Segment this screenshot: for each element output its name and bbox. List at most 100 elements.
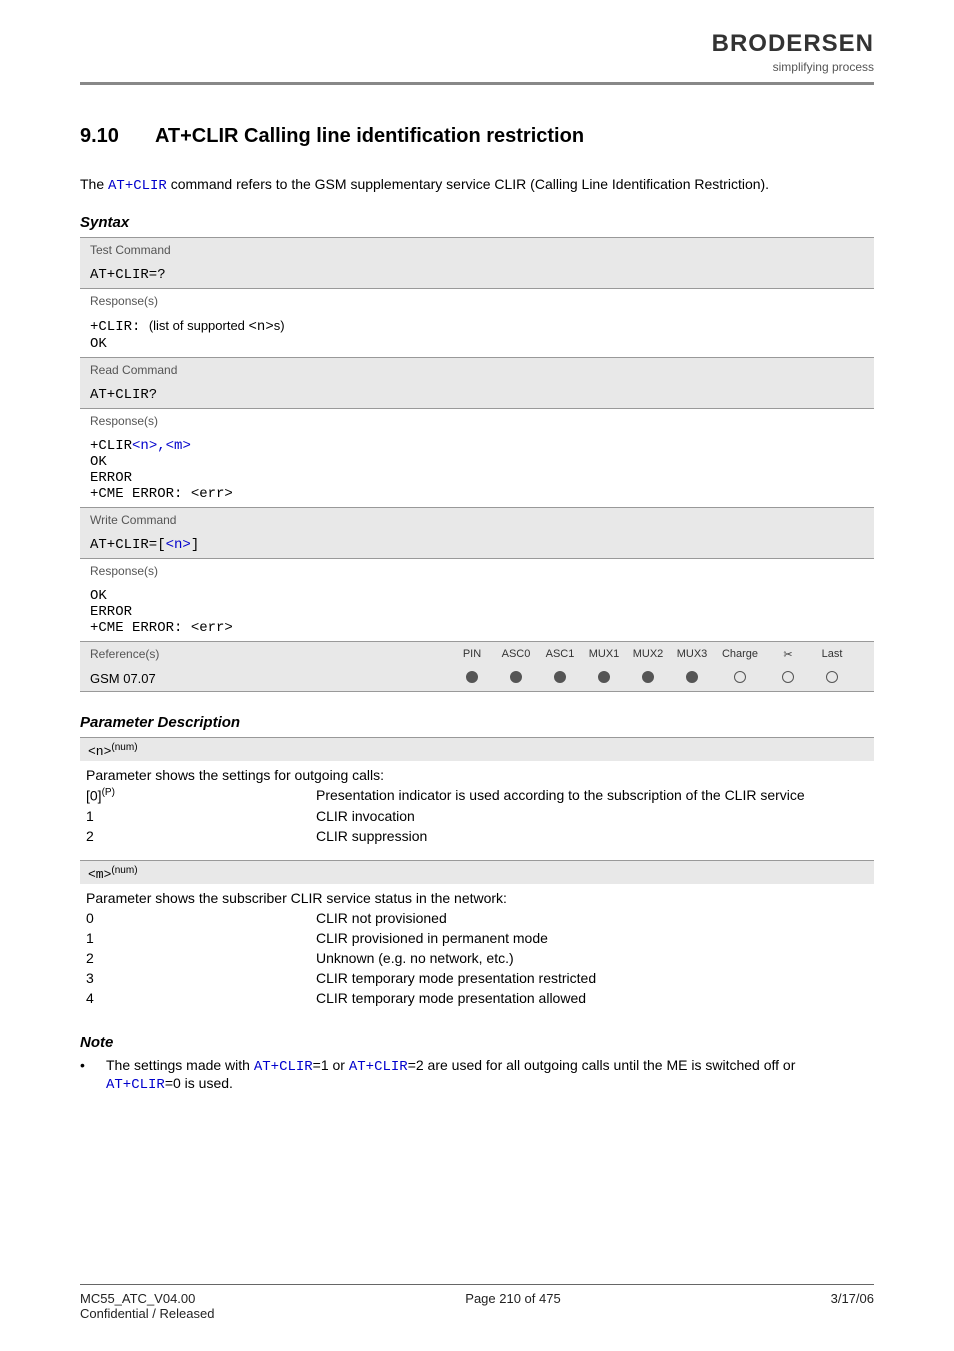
read-resp-cme: +CME ERROR: <err>: [90, 486, 233, 502]
dot-fill-icon: [598, 671, 610, 683]
read-resp-m[interactable]: <m>: [166, 438, 191, 454]
syntax-block: Test Command AT+CLIR=? Response(s) +CLIR…: [80, 237, 874, 692]
footer-center: Page 210 of 475: [465, 1291, 560, 1306]
param-m-row-2: 2 Unknown (e.g. no network, etc.): [86, 950, 874, 966]
dot-empty-icon: [782, 671, 794, 683]
note-item: • The settings made with AT+CLIR=1 or AT…: [80, 1057, 874, 1093]
param-m-key-1: 1: [86, 930, 316, 946]
param-m-row-1: 1 CLIR provisioned in permanent mode: [86, 930, 874, 946]
param-n-tag[interactable]: <n>: [88, 744, 111, 759]
footer-bottom: Confidential / Released: [80, 1306, 874, 1321]
ref-dot-last: [810, 671, 854, 686]
dot-fill-icon: [554, 671, 566, 683]
note-text: The settings made with AT+CLIR=1 or AT+C…: [100, 1057, 874, 1093]
write-resp-ok: OK: [90, 588, 107, 604]
note-cmd-2[interactable]: AT+CLIR: [349, 1059, 408, 1075]
footer-right: 3/17/06: [831, 1291, 874, 1306]
header-rule: [80, 82, 874, 85]
param-m-val-3: CLIR temporary mode presentation restric…: [316, 970, 874, 986]
param-n-key-0-sup: (P): [102, 787, 115, 798]
param-m-sup: (num): [111, 865, 137, 876]
section-title-text: AT+CLIR Calling line identification rest…: [155, 125, 584, 147]
param-m-tag[interactable]: <m>: [88, 867, 111, 882]
ref-dot-airplane: [766, 671, 810, 686]
param-n-key-1: 1: [86, 808, 316, 824]
dot-fill-icon: [686, 671, 698, 683]
syntax-heading: Syntax: [80, 214, 874, 231]
param-m-text: Parameter shows the subscriber CLIR serv…: [86, 890, 874, 906]
param-n-val-0: Presentation indicator is used according…: [316, 787, 874, 804]
write-command-label: Write Command: [80, 507, 874, 532]
write-cmd-prefix: AT+CLIR=: [90, 537, 157, 553]
param-n-row-0: [0](P) Presentation indicator is used ac…: [86, 787, 874, 804]
ref-dot-asc0: [494, 671, 538, 686]
ref-dot-mux2: [626, 671, 670, 686]
intro-paragraph: The AT+CLIR command refers to the GSM su…: [80, 176, 874, 194]
read-resp-n[interactable]: <n>: [132, 438, 157, 454]
test-response-label: Response(s): [80, 288, 874, 313]
intro-command-link[interactable]: AT+CLIR: [108, 178, 167, 194]
ref-col-last: Last: [810, 648, 854, 661]
ref-dot-charge: [714, 671, 766, 686]
write-resp-cme: +CME ERROR: <err>: [90, 620, 233, 636]
intro-suffix: command refers to the GSM supplementary …: [167, 176, 769, 192]
section-heading: 9.10AT+CLIR Calling line identification …: [80, 125, 874, 148]
param-m-val-0: CLIR not provisioned: [316, 910, 874, 926]
param-m-row-4: 4 CLIR temporary mode presentation allow…: [86, 990, 874, 1006]
param-n-row-1: 1 CLIR invocation: [86, 808, 874, 824]
ref-dot-mux3: [670, 671, 714, 686]
write-cmd-close: ]: [191, 537, 199, 553]
test-command-cmd: AT+CLIR=?: [80, 262, 874, 288]
reference-header-row: Reference(s) PIN ASC0 ASC1 MUX1 MUX2 MUX…: [80, 641, 874, 666]
ref-col-airplane: ✂: [766, 648, 810, 661]
param-m-key-3: 3: [86, 970, 316, 986]
note-post: =0 is used.: [165, 1075, 233, 1091]
footer-left: MC55_ATC_V04.00: [80, 1291, 195, 1306]
read-resp-comma: ,: [157, 438, 165, 454]
test-resp-prefix: +CLIR:: [90, 319, 149, 335]
read-command-label: Read Command: [80, 357, 874, 382]
ref-dot-mux1: [582, 671, 626, 686]
write-cmd-param[interactable]: <n>: [166, 537, 191, 553]
param-n-body: Parameter shows the settings for outgoin…: [80, 761, 874, 860]
bullet-icon: •: [80, 1057, 100, 1093]
ref-dot-pin: [450, 671, 494, 686]
write-resp-error: ERROR: [90, 604, 132, 620]
test-resp-param[interactable]: <n>: [249, 319, 274, 335]
dot-fill-icon: [510, 671, 522, 683]
param-n-row-2: 2 CLIR suppression: [86, 828, 874, 844]
note-cmd-1[interactable]: AT+CLIR: [254, 1059, 313, 1075]
write-response-label: Response(s): [80, 558, 874, 583]
reference-value-row: GSM 07.07: [80, 666, 874, 692]
brand-logo: BRODERSEN: [712, 30, 874, 58]
footer-rule: [80, 1284, 874, 1285]
param-m-val-4: CLIR temporary mode presentation allowed: [316, 990, 874, 1006]
param-m-key-0: 0: [86, 910, 316, 926]
param-m-val-1: CLIR provisioned in permanent mode: [316, 930, 874, 946]
intro-prefix: The: [80, 176, 108, 192]
write-command-cmd: AT+CLIR=[<n>]: [80, 532, 874, 558]
dot-fill-icon: [466, 671, 478, 683]
param-n-val-1: CLIR invocation: [316, 808, 874, 824]
param-n-text: Parameter shows the settings for outgoin…: [86, 767, 874, 783]
note-cmd-3[interactable]: AT+CLIR: [106, 1077, 165, 1093]
reference-label: Reference(s): [90, 647, 450, 661]
ref-col-asc1: ASC1: [538, 648, 582, 661]
param-n-val-2: CLIR suppression: [316, 828, 874, 844]
ref-col-mux3: MUX3: [670, 648, 714, 661]
test-resp-text: (list of supported: [149, 318, 249, 333]
dot-fill-icon: [642, 671, 654, 683]
test-resp-text2: s): [274, 318, 285, 333]
dot-empty-icon: [734, 671, 746, 683]
read-resp-error: ERROR: [90, 470, 132, 486]
param-m-key-4: 4: [86, 990, 316, 1006]
dot-empty-icon: [826, 671, 838, 683]
note-mid2: =2 are used for all outgoing calls until…: [408, 1057, 796, 1073]
param-n-sup: (num): [111, 742, 137, 753]
header: BRODERSEN simplifying process: [80, 30, 874, 74]
read-command-cmd: AT+CLIR?: [80, 382, 874, 408]
param-m-header: <m>(num): [80, 860, 874, 884]
note-mid1: =1 or: [313, 1057, 349, 1073]
ref-col-mux1: MUX1: [582, 648, 626, 661]
test-command-label: Test Command: [80, 237, 874, 262]
